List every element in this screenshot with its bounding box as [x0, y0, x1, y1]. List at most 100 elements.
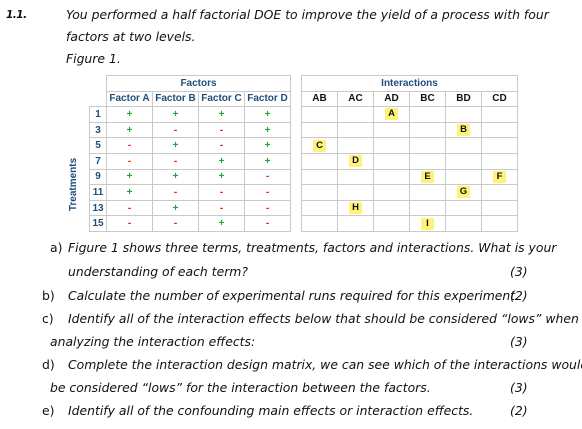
- table-row: H: [301, 199, 519, 217]
- factor-column-header: Factor A: [106, 90, 153, 108]
- interaction-cell: [337, 106, 374, 123]
- interaction-marker: H: [349, 202, 362, 215]
- treatment-number: 13: [89, 199, 107, 217]
- interaction-cell: [301, 215, 338, 232]
- table-row: 11 + - - -: [89, 184, 291, 201]
- table-row: D: [301, 152, 519, 170]
- interaction-marker: A: [385, 108, 398, 121]
- intro-line-1: You performed a half factorial DOE to im…: [66, 7, 549, 22]
- interaction-cell: A: [373, 106, 410, 123]
- interaction-column-header: AC: [337, 90, 374, 108]
- interaction-cell: [409, 199, 446, 217]
- interaction-cell: [337, 137, 374, 154]
- table-row: 3 + - - +: [89, 121, 291, 139]
- interaction-cell: I: [409, 215, 446, 232]
- interaction-cell: [373, 184, 410, 201]
- factor-level-cell: -: [152, 184, 199, 201]
- interaction-cell: [445, 215, 482, 232]
- question-d-marks: (3): [510, 380, 528, 395]
- table-row: 1 + + + +: [89, 106, 291, 123]
- interaction-cell: [445, 137, 482, 154]
- interaction-cell: [373, 168, 410, 186]
- question-number: 1.1.: [6, 9, 27, 21]
- interaction-cell: [373, 215, 410, 232]
- treatment-number: 7: [89, 152, 107, 170]
- interaction-cell: [445, 152, 482, 170]
- interaction-cell: H: [337, 199, 374, 217]
- factor-level-cell: -: [106, 199, 153, 217]
- treatment-number: 15: [89, 215, 107, 232]
- interaction-cell: D: [337, 152, 374, 170]
- interaction-cell: [480, 152, 519, 170]
- interaction-cell: [301, 121, 338, 139]
- table-row: G: [301, 184, 519, 201]
- interaction-cell: [301, 184, 338, 201]
- factor-level-cell: +: [152, 168, 199, 186]
- interaction-column-header: CD: [480, 90, 519, 108]
- factor-level-cell: +: [106, 121, 153, 139]
- factor-level-cell: +: [198, 215, 245, 232]
- question-e-text-1: Identify all of the confounding main eff…: [68, 403, 474, 418]
- factor-column-header: Factor D: [244, 90, 291, 108]
- factors-header: Factors: [106, 75, 291, 92]
- question-d-label: d): [42, 357, 55, 372]
- question-b-label: b): [42, 288, 55, 303]
- table-row: 7- - + +: [89, 152, 291, 170]
- interaction-cell: [409, 137, 446, 154]
- interaction-cell: [301, 168, 338, 186]
- interaction-cell: [445, 106, 482, 123]
- table-row: 13- + - -: [89, 199, 291, 217]
- table-row: C: [301, 137, 519, 154]
- treatments-label: Treatments: [68, 157, 80, 211]
- question-d-text-2: be considered “lows” for the interaction…: [50, 380, 431, 395]
- factor-level-cell: -: [244, 168, 291, 186]
- factor-level-cell: -: [152, 121, 199, 139]
- interaction-cell: [373, 199, 410, 217]
- interaction-cell: [301, 152, 338, 170]
- table-row: 15- - + -: [89, 215, 291, 232]
- treatment-number: 11: [89, 184, 107, 201]
- factor-level-cell: -: [198, 121, 245, 139]
- question-a-text-2: understanding of each term?: [68, 264, 248, 279]
- interaction-column-header: AB: [301, 90, 338, 108]
- factor-column-header: Factor B: [152, 90, 199, 108]
- interaction-cell: G: [445, 184, 482, 201]
- question-a-label: a): [50, 240, 63, 255]
- factor-level-cell: +: [152, 199, 199, 217]
- question-c-marks: (3): [510, 334, 528, 349]
- interaction-cell: F: [480, 168, 519, 186]
- interaction-marker: G: [457, 186, 470, 199]
- interaction-cell: [445, 168, 482, 186]
- factor-level-cell: -: [106, 137, 153, 154]
- interaction-cell: [301, 106, 338, 123]
- treatment-number: 1: [89, 106, 107, 123]
- factor-level-cell: -: [198, 184, 245, 201]
- factor-level-cell: +: [198, 106, 245, 123]
- factor-column-header: Factor C: [198, 90, 245, 108]
- question-a-marks: (3): [510, 264, 528, 279]
- figure-label: Figure 1.: [66, 51, 121, 66]
- interaction-cell: [301, 199, 338, 217]
- interaction-column-header: BD: [445, 90, 482, 108]
- interaction-cell: [480, 106, 519, 123]
- factor-level-cell: -: [244, 184, 291, 201]
- question-d-text-1: Complete the interaction design matrix, …: [68, 357, 582, 372]
- factor-level-cell: +: [152, 106, 199, 123]
- table-row: 5- + - +: [89, 137, 291, 154]
- factors-table: Factors Factor A Factor B Factor C Factor D…: [89, 75, 291, 232]
- interaction-cell: E: [409, 168, 446, 186]
- question-e-marks: (2): [510, 403, 528, 418]
- interaction-cell: [445, 199, 482, 217]
- interaction-cell: B: [445, 121, 482, 139]
- interaction-column-header: BC: [409, 90, 446, 108]
- question-b-text-1: Calculate the number of experimental run…: [68, 288, 520, 303]
- table-row: A: [301, 106, 519, 123]
- factor-level-cell: -: [244, 199, 291, 217]
- interaction-cell: [337, 215, 374, 232]
- interaction-cell: [409, 121, 446, 139]
- factor-level-cell: +: [244, 121, 291, 139]
- factor-level-cell: -: [198, 199, 245, 217]
- factor-level-cell: +: [244, 152, 291, 170]
- interaction-cell: [409, 152, 446, 170]
- question-a-text-1: Figure 1 shows three terms, treatments, …: [68, 240, 557, 255]
